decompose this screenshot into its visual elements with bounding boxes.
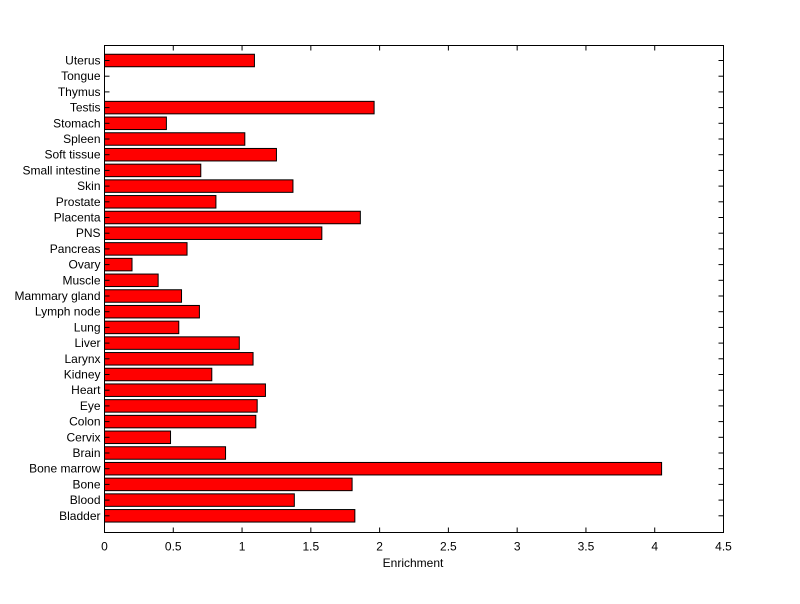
bar <box>104 430 172 445</box>
y-tick-label: Ovary <box>68 258 100 272</box>
y-tick-label: Lymph node <box>35 305 101 319</box>
y-tick-label: Small intestine <box>22 163 100 177</box>
y-tick-label: Brain <box>72 446 100 460</box>
y-tick-label: Skin <box>77 179 100 193</box>
bar <box>104 132 246 146</box>
y-tick-label: Prostate <box>56 195 101 209</box>
bar <box>104 100 375 115</box>
bar <box>104 210 361 225</box>
y-tick-label: PNS <box>76 226 101 240</box>
y-tick-label: Pancreas <box>50 242 101 256</box>
y-tick-label: Spleen <box>63 132 100 146</box>
y-tick-label: Muscle <box>62 273 100 287</box>
bar <box>104 352 254 366</box>
bar <box>104 163 202 178</box>
x-tick-label: 4.5 <box>715 540 732 554</box>
bar <box>104 477 353 492</box>
x-tick-label: 3 <box>514 540 521 554</box>
plot-frame <box>104 45 724 533</box>
bar <box>104 336 240 350</box>
bar <box>104 493 295 507</box>
bar <box>104 446 227 460</box>
y-tick-label: Lung <box>74 320 101 334</box>
bar <box>104 242 188 256</box>
y-tick-label: Stomach <box>53 116 100 130</box>
y-tick-label: Cervix <box>66 430 100 444</box>
bar <box>104 399 258 413</box>
y-tick-label: Uterus <box>65 54 100 68</box>
bar <box>104 116 167 131</box>
bar <box>104 383 266 397</box>
bar <box>104 289 183 303</box>
x-tick-label: 1 <box>239 540 246 554</box>
y-tick-label: Tongue <box>61 69 101 83</box>
bar <box>104 53 255 68</box>
bar <box>104 195 217 209</box>
y-tick-label: Bladder <box>59 509 100 523</box>
y-tick-label: Blood <box>70 493 101 507</box>
x-tick-label: 1.5 <box>302 540 319 554</box>
y-tick-label: Soft tissue <box>44 148 100 162</box>
x-tick-label: 2 <box>376 540 383 554</box>
x-tick-label: 0.5 <box>165 540 182 554</box>
y-tick-label: Testis <box>70 101 101 115</box>
y-tick-label: Placenta <box>54 211 101 225</box>
bar <box>104 179 294 193</box>
y-tick-label: Liver <box>74 336 100 350</box>
y-tick-label: Bone marrow <box>29 462 101 476</box>
y-tick-label: Kidney <box>64 368 101 382</box>
y-tick-label: Larynx <box>64 352 100 366</box>
bar <box>104 320 180 335</box>
bar <box>104 304 200 319</box>
bar <box>104 273 159 288</box>
x-tick-label: 4 <box>651 540 658 554</box>
bar <box>104 147 277 162</box>
bar <box>104 509 356 523</box>
x-tick-label: 2.5 <box>440 540 457 554</box>
y-tick-label: Mammary gland <box>14 289 100 303</box>
y-tick-label: Eye <box>80 399 101 413</box>
y-tick-label: Thymus <box>58 85 101 99</box>
x-axis-label: Enrichment <box>383 556 444 570</box>
x-tick-label: 0 <box>101 540 108 554</box>
x-tick-label: 3.5 <box>578 540 595 554</box>
y-tick-label: Heart <box>71 383 101 397</box>
y-tick-label: Bone <box>72 477 100 491</box>
bar <box>104 461 663 476</box>
bar <box>104 414 257 429</box>
bar <box>104 226 323 240</box>
bar <box>104 367 213 382</box>
y-tick-label: Colon <box>69 415 100 429</box>
